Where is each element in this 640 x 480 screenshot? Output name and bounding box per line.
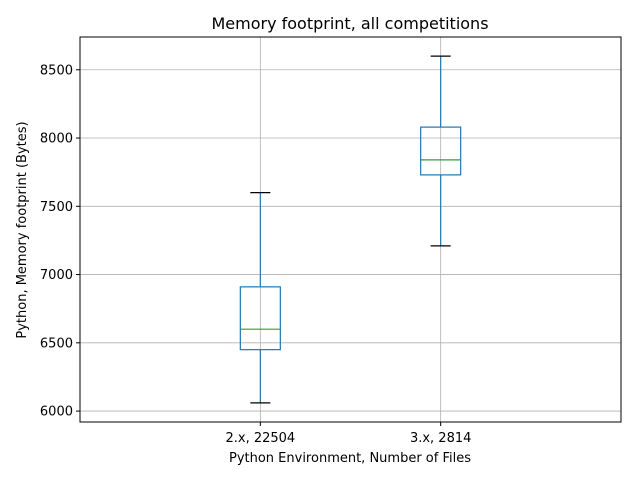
x-axis-label: Python Environment, Number of Files (229, 451, 471, 466)
iqr-box (239, 286, 281, 351)
x-tick-label: 2.x, 22504 (225, 431, 295, 446)
y-axis-label: Python, Memory footprint (Bytes) (15, 121, 30, 338)
y-tick-label: 8000 (40, 132, 73, 147)
plot-frame (79, 36, 622, 423)
iqr-box (420, 126, 462, 176)
boxes-group (239, 55, 462, 404)
y-tick-label: 6500 (40, 336, 73, 351)
y-tick-label: 7000 (40, 268, 73, 283)
x-tick-label: 3.x, 2814 (410, 431, 471, 446)
y-tick-label: 6000 (40, 405, 73, 420)
grid-lines (80, 37, 621, 422)
box-1 (239, 192, 281, 404)
x-axis-ticks: 2.x, 22504 3.x, 2814 (225, 422, 471, 446)
box-2 (420, 55, 462, 247)
y-axis-ticks: 6000 6500 7000 7500 8000 8500 (40, 63, 80, 420)
y-tick-label: 7500 (40, 200, 73, 215)
chart-title: Memory footprint, all competitions (211, 14, 488, 33)
y-tick-label: 8500 (40, 63, 73, 78)
